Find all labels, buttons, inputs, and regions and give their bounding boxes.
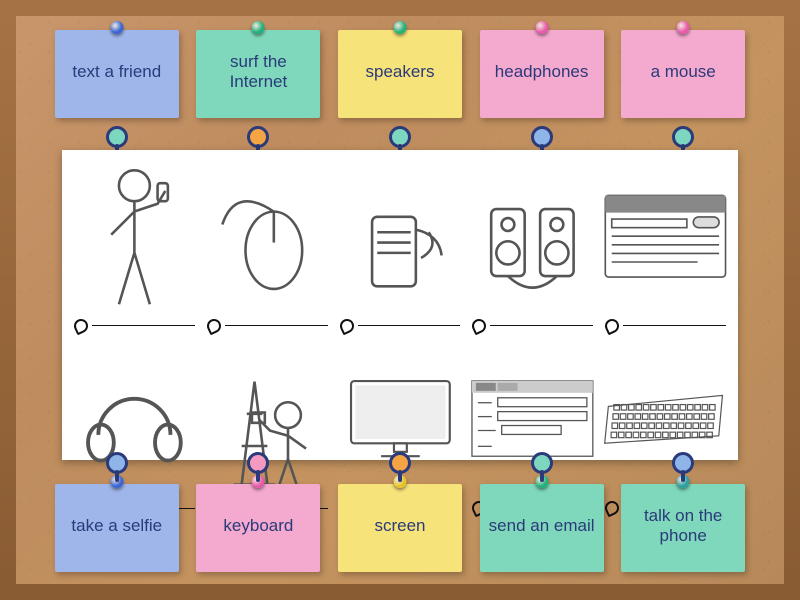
person_phone-icon [70,160,199,315]
note-label: take a selfie [71,516,162,536]
speakers-icon [468,160,597,315]
answer-blank[interactable] [70,315,199,337]
worksheet-cell[interactable] [601,160,730,337]
sticky-note[interactable]: a mouse [621,30,745,118]
pushpin-icon [110,21,123,34]
headphones-icon [70,343,199,498]
sticky-note[interactable]: take a selfie [55,484,179,572]
sticky-note[interactable]: text a friend [55,30,179,118]
bullet-icon [470,316,489,335]
sticky-note[interactable]: speakers [338,30,462,118]
sticky-note[interactable]: surf the Internet [196,30,320,118]
worksheet-cell[interactable] [468,160,597,337]
bullet-icon [72,316,91,335]
answer-line [225,325,328,326]
worksheet-cell[interactable] [70,160,199,337]
sticky-note[interactable]: headphones [480,30,604,118]
peg-icon [532,452,552,480]
peg-icon [390,452,410,480]
note-label: keyboard [223,516,293,536]
worksheet [62,150,738,460]
top-note-row: text a friend surf the Internet speakers… [16,30,784,118]
worksheet-cell[interactable] [336,160,465,337]
bullet-icon [204,316,223,335]
pushpin-icon [252,21,265,34]
worksheet-cell[interactable] [203,160,332,337]
note-label: headphones [495,62,589,82]
peg-icon [107,452,127,480]
sticky-note[interactable]: screen [338,484,462,572]
note-label: surf the Internet [204,52,312,93]
pushpin-icon [393,21,406,34]
answer-blank[interactable] [468,315,597,337]
answer-line [490,325,593,326]
note-label: screen [374,516,425,536]
note-label: send an email [489,516,595,536]
peg-icon [248,452,268,480]
answer-blank[interactable] [203,315,332,337]
answer-blank[interactable] [336,315,465,337]
texting-icon [336,160,465,315]
bullet-icon [603,316,622,335]
note-label: text a friend [72,62,161,82]
answer-line [92,325,195,326]
mouse-icon [203,160,332,315]
sticky-note[interactable]: send an email [480,484,604,572]
answer-line [358,325,461,326]
note-label: a mouse [651,62,716,82]
pushpin-icon [677,21,690,34]
peg-icon [673,452,693,480]
sticky-note[interactable]: keyboard [196,484,320,572]
bullet-icon [337,316,356,335]
bottom-note-row: take a selfie keyboard screen send an em… [16,484,784,572]
pushpin-icon [535,21,548,34]
sticky-note[interactable]: talk on the phone [621,484,745,572]
note-label: speakers [365,62,434,82]
answer-line [623,325,726,326]
corkboard: text a friend surf the Internet speakers… [0,0,800,600]
keyboard-icon [601,343,730,498]
answer-blank[interactable] [601,315,730,337]
webpage-icon [601,160,730,315]
note-label: talk on the phone [629,506,737,547]
